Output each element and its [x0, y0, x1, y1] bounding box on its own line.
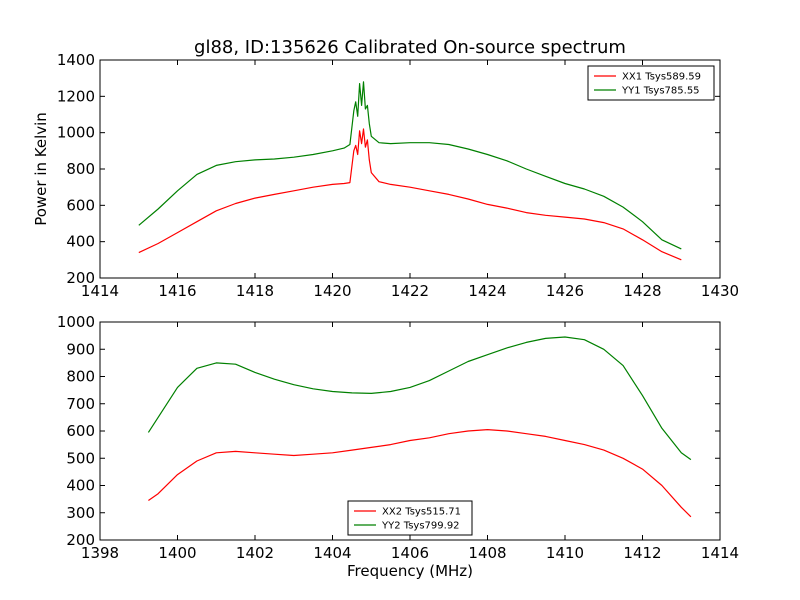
y-tick-label: 200 — [66, 531, 95, 549]
legend-box — [587, 65, 715, 101]
x-tick-label: 1408 — [468, 544, 506, 562]
top-panel: 1414 1416 1418 1420 1422 1424 1426 1428 1430 200 4… — [32, 51, 739, 300]
y-tick-label: 1000 — [57, 124, 95, 142]
x-tick-label: 1418 — [236, 282, 274, 300]
x-tick-label: 1416 — [158, 282, 196, 300]
x-axis-label: Frequency (MHz) — [347, 562, 473, 580]
chart-title: gl88, ID:135626 Calibrated On-source spe… — [194, 37, 626, 58]
x-tick-label: 1400 — [158, 544, 196, 562]
y-axis-label: Power in Kelvin — [32, 112, 50, 226]
series-line-yy1 — [138, 81, 682, 250]
y-tick-label: 500 — [66, 449, 95, 467]
series-line-yy2 — [147, 336, 692, 461]
y-tick-label: 800 — [66, 160, 95, 178]
x-tick-label: 1406 — [391, 544, 429, 562]
x-tick-label: 1404 — [313, 544, 351, 562]
x-tick-label: 1428 — [623, 282, 661, 300]
y-tick-label: 600 — [66, 422, 95, 440]
bottom-panel: 1398 1400 1402 1404 1406 1408 1410 1412 1414 200 3… — [57, 313, 739, 580]
x-tick-label: 1414 — [701, 544, 739, 562]
legend-entry: YY2 Tsys799.92 — [381, 521, 460, 532]
legend-entry: YY1 Tsys785.55 — [621, 86, 700, 97]
legend: XX2 Tsys515.71 YY2 Tsys799.92 — [347, 500, 473, 536]
y-tick-label: 1400 — [57, 51, 95, 69]
x-tick-label: 1420 — [313, 282, 351, 300]
y-tick-label: 900 — [66, 340, 95, 358]
legend-box — [347, 500, 473, 536]
series-line-xx2 — [148, 429, 692, 518]
x-tick-label: 1412 — [623, 544, 661, 562]
x-tick-label: 1422 — [391, 282, 429, 300]
x-tick-label: 1414 — [81, 282, 119, 300]
legend-entry: XX2 Tsys515.71 — [382, 507, 461, 518]
x-tick-label: 1410 — [546, 544, 584, 562]
y-tick-label: 400 — [66, 233, 95, 251]
y-tick-label: 800 — [66, 368, 95, 386]
x-tick-label: 1398 — [81, 544, 119, 562]
y-tick-label: 1000 — [57, 313, 95, 331]
x-tick-label: 1426 — [546, 282, 584, 300]
x-tick-label: 1402 — [236, 544, 274, 562]
y-tick-label: 300 — [66, 504, 95, 522]
x-tick-label: 1430 — [701, 282, 739, 300]
y-tick-label: 400 — [66, 477, 95, 495]
y-tick-label: 600 — [66, 196, 95, 214]
series-line-xx1 — [138, 128, 682, 261]
y-tick-label: 1200 — [57, 87, 95, 105]
legend: XX1 Tsys589.59 YY1 Tsys785.55 — [587, 65, 715, 101]
y-tick-label: 700 — [66, 395, 95, 413]
x-tick-label: 1424 — [468, 282, 506, 300]
legend-entry: XX1 Tsys589.59 — [622, 72, 701, 83]
y-tick-label: 200 — [66, 269, 95, 287]
